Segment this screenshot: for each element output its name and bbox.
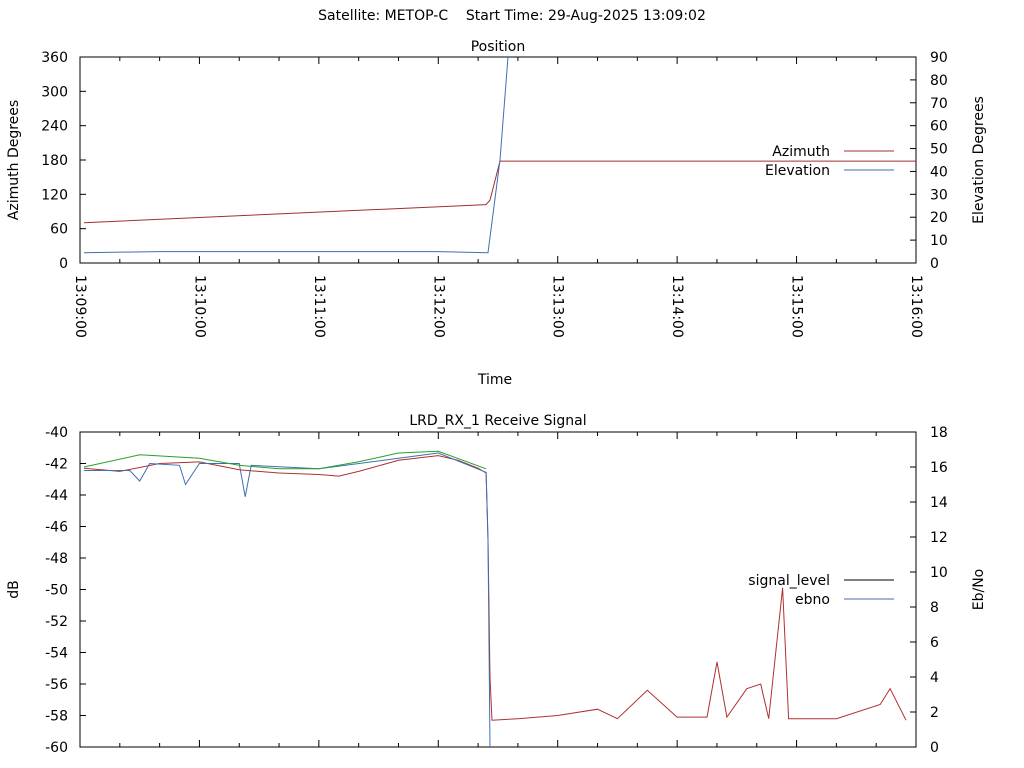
y2-tick-label: 10 <box>930 233 948 249</box>
plot-frame <box>79 431 917 748</box>
y2-tick-label: 16 <box>930 460 948 476</box>
y-tick-label: 360 <box>41 50 68 66</box>
y2-tick-label: 8 <box>930 600 939 616</box>
plot-frame <box>79 56 917 264</box>
y-tick-label: -54 <box>45 646 68 662</box>
y-tick-label: -50 <box>45 583 68 599</box>
x-tick-label: 13:15:00 <box>789 275 805 338</box>
y2-tick-label: 50 <box>930 142 948 158</box>
series-line-azimuth <box>83 160 916 224</box>
x-tick-label: 13:14:00 <box>669 275 685 338</box>
legend-label: Azimuth <box>772 144 830 160</box>
position-chart: Position 0 60 120 180 240 300 360 0 10 20 30 40 50 60 7… <box>6 39 987 388</box>
page-title: Satellite: METOP-C Start Time: 29-Aug-20… <box>318 8 706 24</box>
x-tick-label: 13:13:00 <box>550 275 566 338</box>
y2-tick-label: 0 <box>930 740 939 756</box>
series-line-ebno <box>84 452 491 747</box>
y2-tick-label: 14 <box>930 495 948 511</box>
y2-tick-label: 2 <box>930 705 939 721</box>
y2-tick-label: 30 <box>930 187 948 203</box>
y2-tick-label: 70 <box>930 96 948 112</box>
y-tick-label: -40 <box>45 425 68 441</box>
series-line-elevation <box>83 57 509 254</box>
series-line-signal-level <box>83 455 907 721</box>
y2-tick-label: 6 <box>930 635 939 651</box>
y2-tick-label: 80 <box>930 73 948 89</box>
y-tick-label: -46 <box>45 520 68 536</box>
chart-title: LRD_RX_1 Receive Signal <box>409 413 586 429</box>
x-tick-label: 13:09:00 <box>72 275 88 338</box>
y-tick-label: -60 <box>45 740 68 756</box>
legend-label: ebno <box>795 592 830 608</box>
y2-tick-label: 18 <box>930 425 948 441</box>
y2-tick-label: 0 <box>930 256 939 272</box>
y-tick-label: -48 <box>45 551 68 567</box>
x-tick-label: 13:16:00 <box>908 275 924 338</box>
y2-tick-label: 10 <box>930 565 948 581</box>
y-tick-label: 240 <box>41 119 68 135</box>
y2-axis-label: Elevation Degrees <box>971 96 987 224</box>
y-tick-label: 120 <box>41 187 68 203</box>
x-tick-label: 13:12:00 <box>430 275 446 338</box>
y2-tick-label: 4 <box>930 670 939 686</box>
y2-tick-label: 60 <box>930 119 948 135</box>
y2-tick-label: 12 <box>930 530 948 546</box>
y-tick-label: 0 <box>59 256 68 272</box>
chart-title: Position <box>471 39 526 55</box>
y-tick-label: -42 <box>45 457 68 473</box>
y-axis-label: dB <box>6 580 22 599</box>
series-line-unnamed-2 <box>83 450 487 470</box>
y-tick-label: -44 <box>45 488 68 504</box>
receive-signal-chart: LRD_RX_1 Receive Signal -40 -42 -44 -46 -48 -5… <box>6 413 987 756</box>
y-tick-label: 180 <box>41 153 68 169</box>
legend-label: signal_level <box>748 573 830 589</box>
y-tick-label: 300 <box>41 84 68 100</box>
y2-axis-label: Eb/No <box>971 569 987 611</box>
y2-tick-label: 90 <box>930 50 948 66</box>
legend-label: Elevation <box>765 163 830 179</box>
y2-tick-label: 40 <box>930 164 948 180</box>
y-tick-label: -58 <box>45 709 68 725</box>
y-tick-label: 60 <box>50 222 68 238</box>
x-axis-label: Time <box>477 372 512 388</box>
y-tick-label: -52 <box>45 614 68 630</box>
y-tick-label: -56 <box>45 677 68 693</box>
x-tick-label: 13:11:00 <box>311 275 327 338</box>
y2-tick-label: 20 <box>930 210 948 226</box>
x-tick-label: 13:10:00 <box>191 275 207 338</box>
y-axis-label: Azimuth Degrees <box>6 100 22 220</box>
